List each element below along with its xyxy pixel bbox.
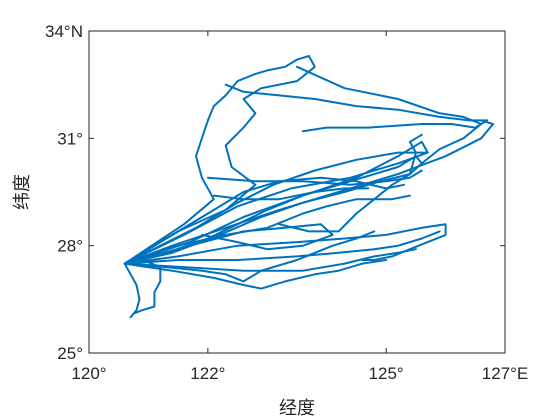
track-line-14	[123, 194, 411, 265]
axes-box	[88, 30, 506, 354]
x-axis-title: 经度	[279, 398, 315, 419]
track-line-11	[123, 248, 417, 272]
track-line-15	[123, 223, 334, 265]
y-tick-label: 25°	[57, 344, 83, 363]
track-line-13	[123, 230, 376, 283]
track-line-5	[224, 83, 489, 133]
track-line-18	[212, 187, 370, 201]
track-line-4	[123, 55, 316, 265]
y-tick-label: 34°N	[45, 22, 83, 41]
track-line-12	[123, 259, 388, 290]
plot-area: 120° 122° 125° 127°E 25° 28° 31° 34°N	[45, 22, 528, 383]
track-line-10	[123, 230, 441, 265]
track-line-16	[123, 151, 429, 265]
x-tick-label: 127°E	[482, 364, 529, 383]
track-line-17	[123, 176, 405, 265]
y-axis-title: 纬度	[12, 174, 33, 210]
y-tick-label: 31°	[57, 129, 83, 148]
track-lines	[123, 55, 495, 319]
track-line-3	[123, 140, 429, 265]
x-tick-label: 122°	[190, 364, 225, 383]
track-line-6	[296, 65, 483, 165]
y-axis-ticks: 25° 28° 31° 34°N	[45, 22, 505, 363]
track-line-19	[278, 133, 423, 233]
x-tick-label: 120°	[71, 364, 106, 383]
track-line-8	[206, 169, 423, 186]
x-tick-label: 125°	[369, 364, 404, 383]
y-tick-label: 28°	[57, 237, 83, 256]
x-axis-ticks: 120° 122° 125° 127°E	[71, 31, 528, 383]
